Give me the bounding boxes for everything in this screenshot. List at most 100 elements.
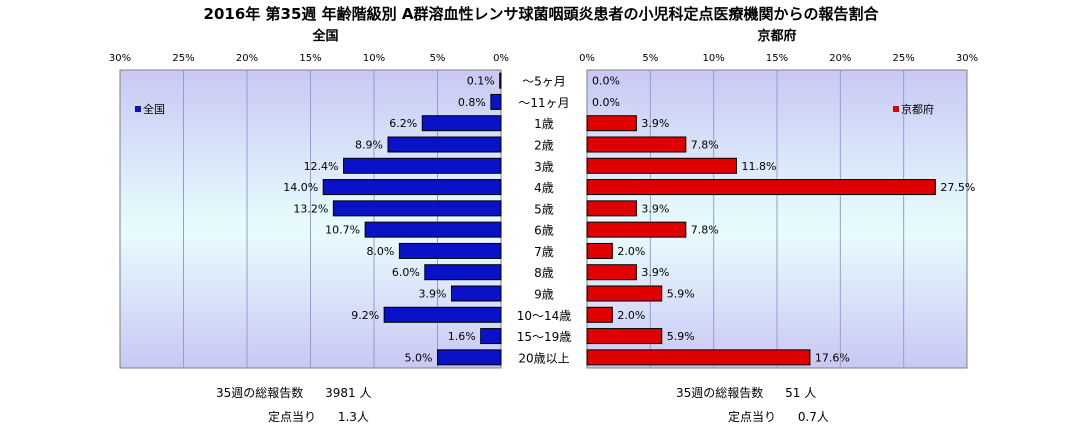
- right-data-label: 5.9%: [667, 330, 695, 343]
- left-data-label: 14.0%: [283, 181, 318, 194]
- footer-right-total: 35週の総報告数 51 人: [676, 384, 816, 401]
- category-label: 6歳: [534, 224, 554, 238]
- left-data-label: 8.9%: [355, 139, 383, 152]
- footer-right-per-label: 定点当り: [728, 410, 777, 424]
- left-bar: [364, 221, 502, 238]
- right-bar: [586, 200, 637, 217]
- right-tick-label: 30%: [956, 53, 978, 64]
- left-tick-label: 20%: [236, 53, 258, 64]
- left-data-label: 0.8%: [458, 96, 486, 109]
- footer-left-per-label: 定点当り: [268, 410, 317, 424]
- footer-right-per: 定点当り 0.7人: [728, 408, 829, 425]
- left-tick-label: 5%: [430, 53, 446, 64]
- left-bar: [332, 200, 502, 217]
- category-label: 〜5ヶ月: [522, 75, 566, 89]
- left-bar: [424, 264, 502, 281]
- right-tick-label: 15%: [766, 53, 788, 64]
- left-legend-label: 全国: [143, 102, 165, 116]
- right-bar: [586, 328, 663, 345]
- right-bar: [586, 264, 637, 281]
- category-label: 3歳: [534, 160, 554, 174]
- left-data-label: 8.0%: [366, 245, 394, 258]
- left-data-label: 10.7%: [325, 224, 360, 237]
- left-data-label: 1.6%: [448, 330, 476, 343]
- left-data-label: 0.1%: [467, 75, 495, 88]
- left-panel-title: 全国: [311, 28, 338, 44]
- left-data-label: 12.4%: [304, 160, 339, 173]
- left-data-label: 5.0%: [405, 351, 433, 364]
- right-data-label: 5.9%: [667, 288, 695, 301]
- left-bar: [421, 115, 502, 132]
- category-label: 〜11ヶ月: [518, 96, 569, 110]
- right-data-label: 17.6%: [815, 351, 850, 364]
- chart-title: 2016年 第35週 年齢階級別 A群溶血性レンサ球菌咽頭炎患者の小児科定点医療…: [204, 5, 880, 23]
- footer-left-per-value: 1.3人: [337, 410, 369, 424]
- right-tick-label: 5%: [642, 53, 658, 64]
- left-bar: [480, 328, 502, 345]
- right-bar: [586, 157, 737, 174]
- right-data-label: 3.9%: [641, 202, 669, 215]
- category-label: 15〜19歳: [517, 330, 572, 344]
- footer-right-per-value: 0.7人: [797, 410, 829, 424]
- right-data-label: 0.0%: [592, 96, 620, 109]
- left-data-label: 6.2%: [389, 117, 417, 130]
- right-data-label: 0.0%: [592, 75, 620, 88]
- category-label: 20歳以上: [518, 351, 569, 365]
- category-label: 10〜14歳: [517, 309, 572, 323]
- right-bar: [586, 115, 637, 132]
- left-tick-label: 30%: [109, 53, 131, 64]
- left-bar: [499, 72, 502, 89]
- right-tick-label: 10%: [703, 53, 725, 64]
- left-bar: [450, 285, 502, 302]
- right-bar: [586, 179, 936, 196]
- left-bar: [490, 93, 502, 110]
- right-bar: [586, 349, 811, 366]
- right-data-label: 7.8%: [691, 139, 719, 152]
- left-bar: [383, 306, 502, 323]
- category-label: 8歳: [534, 266, 554, 280]
- right-bar: [586, 285, 663, 302]
- left-data-label: 9.2%: [351, 309, 379, 322]
- category-label: 2歳: [534, 139, 554, 153]
- right-data-label: 2.0%: [617, 309, 645, 322]
- right-data-label: 27.5%: [940, 181, 975, 194]
- left-tick-label: 10%: [363, 53, 385, 64]
- right-data-label: 3.9%: [641, 266, 669, 279]
- left-tick-label: 0%: [493, 53, 509, 64]
- category-label: 5歳: [534, 202, 554, 216]
- left-bar: [387, 136, 502, 153]
- footer-left-total: 35週の総報告数 3981 人: [216, 384, 371, 401]
- right-bar: [586, 221, 687, 238]
- right-tick-label: 20%: [829, 53, 851, 64]
- right-data-label: 7.8%: [691, 224, 719, 237]
- footer-right-total-value: 51 人: [785, 386, 817, 400]
- footer-left-total-label: 35週の総報告数: [216, 386, 304, 400]
- left-bar: [343, 157, 502, 174]
- right-tick-label: 25%: [893, 53, 915, 64]
- right-bar: [586, 306, 613, 323]
- footer-right-total-label: 35週の総報告数: [676, 386, 764, 400]
- footer-left-total-value: 3981 人: [325, 386, 372, 400]
- left-data-label: 3.9%: [419, 288, 447, 301]
- left-tick-label: 15%: [299, 53, 321, 64]
- right-panel-title: 京都府: [757, 28, 796, 44]
- footer-left-per: 定点当り 1.3人: [268, 408, 369, 425]
- category-label: 7歳: [534, 245, 554, 259]
- category-label: 9歳: [534, 288, 554, 302]
- left-legend-swatch: [135, 106, 141, 112]
- left-data-label: 13.2%: [293, 202, 328, 215]
- left-data-label: 6.0%: [392, 266, 420, 279]
- right-data-label: 2.0%: [617, 245, 645, 258]
- right-tick-label: 0%: [579, 53, 595, 64]
- right-data-label: 3.9%: [641, 117, 669, 130]
- left-bar: [398, 242, 502, 259]
- right-data-label: 11.8%: [741, 160, 776, 173]
- left-bar: [322, 179, 502, 196]
- right-bar: [586, 242, 613, 259]
- category-label: 1歳: [534, 117, 554, 131]
- left-tick-label: 25%: [172, 53, 194, 64]
- right-bar: [586, 136, 687, 153]
- right-legend-label: 京都府: [901, 102, 934, 116]
